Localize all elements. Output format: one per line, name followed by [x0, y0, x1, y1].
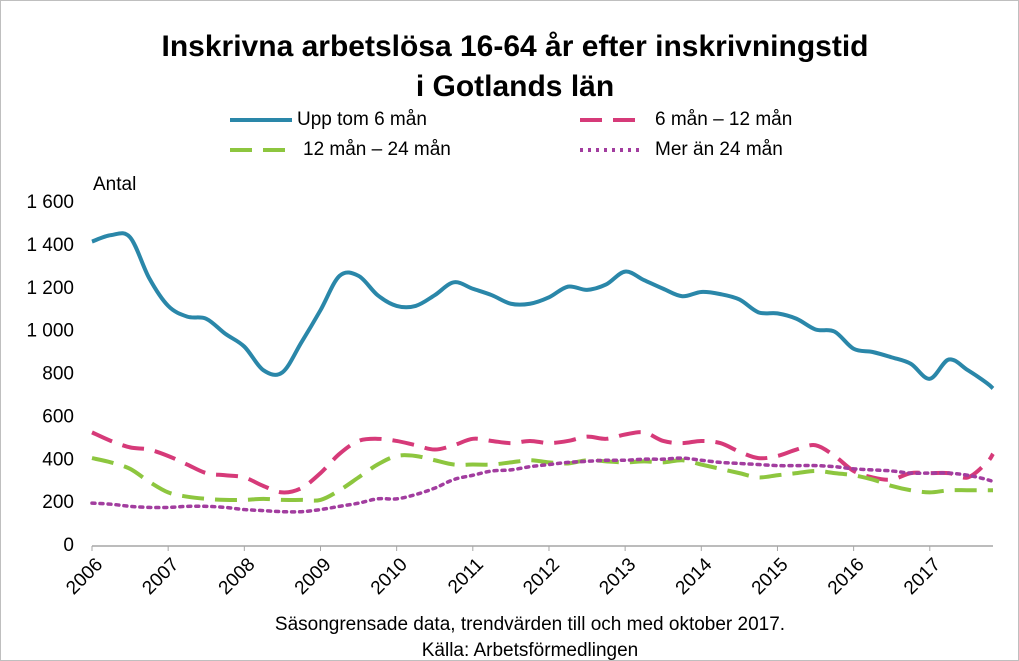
y-tick-label: 1 000 [26, 321, 74, 342]
y-tick-label: 1 400 [26, 235, 74, 256]
footnote: Säsongrensade data, trendvärden till och… [275, 614, 785, 635]
y-tick-label: 1 200 [26, 278, 74, 299]
legend-label: 6 mån – 12 mån [655, 109, 792, 130]
chart-title: Inskrivna arbetslösa 16-64 år efter insk… [162, 30, 869, 63]
y-tick-label: 600 [42, 406, 74, 427]
series-line [91, 231, 995, 390]
y-tick-label: 400 [42, 449, 74, 470]
y-axis-label: Antal [93, 174, 136, 195]
legend-label: Upp tom 6 mån [297, 109, 427, 130]
y-tick-label: 0 [63, 535, 74, 556]
chart-title: i Gotlands län [416, 70, 614, 103]
y-tick-label: 200 [42, 492, 74, 513]
series-line [91, 430, 995, 495]
series-line [90, 456, 995, 514]
y-tick-label: 800 [42, 364, 74, 385]
y-tick-label: 1 600 [26, 192, 74, 213]
series-line [91, 453, 993, 503]
legend-label: 12 mån – 24 mån [303, 139, 451, 160]
footnote: Källa: Arbetsförmedlingen [422, 640, 639, 661]
legend-label: Mer än 24 mån [655, 139, 783, 160]
